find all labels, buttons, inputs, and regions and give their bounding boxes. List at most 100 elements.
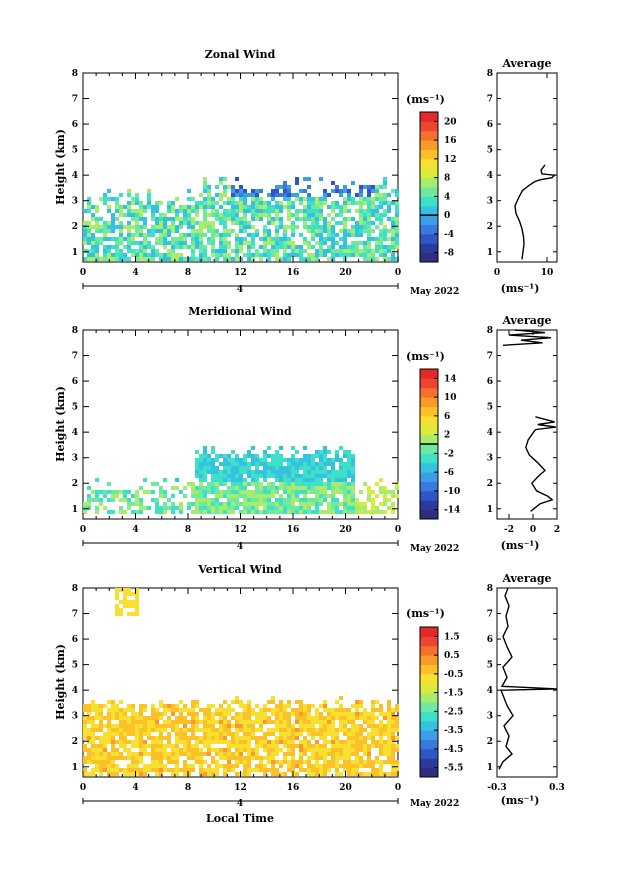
heatmap-cell bbox=[203, 744, 207, 748]
heatmap-cell bbox=[307, 772, 311, 776]
heatmap-cell bbox=[259, 494, 263, 498]
heatmap-cell bbox=[259, 458, 263, 462]
heatmap-cell bbox=[211, 245, 215, 249]
heatmap-cell bbox=[223, 474, 227, 478]
heatmap-cell bbox=[227, 756, 231, 760]
heatmap-cell bbox=[335, 768, 339, 772]
heatmap-cell bbox=[111, 704, 115, 708]
heatmap-cell bbox=[155, 249, 159, 253]
heatmap-cell bbox=[231, 490, 235, 494]
heatmap-cell bbox=[311, 490, 315, 494]
heatmap-cell bbox=[215, 213, 219, 217]
heatmap-cell bbox=[231, 716, 235, 720]
heatmap-cell bbox=[299, 716, 303, 720]
heatmap-cell bbox=[243, 712, 247, 716]
heatmap-cell bbox=[119, 241, 123, 245]
heatmap-cell bbox=[187, 768, 191, 772]
heatmap-cell bbox=[167, 233, 171, 237]
heatmap-cell bbox=[107, 760, 111, 764]
heatmap-cell bbox=[227, 454, 231, 458]
heatmap-cell bbox=[179, 728, 183, 732]
heatmap-cell bbox=[343, 756, 347, 760]
heatmap-cell bbox=[291, 728, 295, 732]
heatmap-cell bbox=[239, 752, 243, 756]
heatmap-cell bbox=[139, 233, 143, 237]
avg-y-tick-label: 7 bbox=[487, 352, 493, 362]
heatmap-cell bbox=[159, 201, 163, 205]
heatmap-cell bbox=[323, 249, 327, 253]
heatmap-cell bbox=[291, 233, 295, 237]
heatmap-cell bbox=[155, 241, 159, 245]
heatmap-cell bbox=[315, 205, 319, 209]
heatmap-cell bbox=[263, 233, 267, 237]
heatmap-cell bbox=[199, 225, 203, 229]
heatmap-cell bbox=[335, 498, 339, 502]
heatmap-cell bbox=[371, 744, 375, 748]
heatmap-cell bbox=[367, 486, 371, 490]
heatmap-cell bbox=[235, 724, 239, 728]
heatmap-cell bbox=[151, 209, 155, 213]
y-tick-label: 8 bbox=[72, 69, 78, 79]
heatmap-cell bbox=[315, 720, 319, 724]
heatmap-cell bbox=[163, 708, 167, 712]
heatmap-cell bbox=[227, 470, 231, 474]
colorbar-segment bbox=[420, 378, 438, 389]
heatmap-cell bbox=[107, 229, 111, 233]
heatmap-cell bbox=[115, 257, 119, 261]
heatmap-cell bbox=[247, 454, 251, 458]
heatmap-cell bbox=[135, 744, 139, 748]
heatmap-cell bbox=[203, 177, 207, 181]
heatmap-cell bbox=[231, 466, 235, 470]
heatmap-cell bbox=[239, 490, 243, 494]
heatmap-cell bbox=[135, 712, 139, 716]
heatmap-cell bbox=[339, 470, 343, 474]
heatmap-cell bbox=[319, 736, 323, 740]
heatmap-cell bbox=[203, 189, 207, 193]
heatmap-cell bbox=[139, 748, 143, 752]
heatmap-cell bbox=[331, 253, 335, 257]
heatmap-cell bbox=[291, 482, 295, 486]
heatmap-cell bbox=[223, 209, 227, 213]
heatmap-cell bbox=[283, 724, 287, 728]
heatmap-cell bbox=[115, 490, 119, 494]
heatmap-cell bbox=[115, 245, 119, 249]
heatmap-cell bbox=[311, 768, 315, 772]
heatmap-cell bbox=[103, 494, 107, 498]
heatmap-cell bbox=[323, 724, 327, 728]
heatmap-cell bbox=[203, 249, 207, 253]
heatmap-cell bbox=[151, 724, 155, 728]
heatmap-cell bbox=[203, 181, 207, 185]
heatmap-cell bbox=[347, 716, 351, 720]
heatmap-cell bbox=[395, 716, 399, 720]
heatmap-cell bbox=[183, 486, 187, 490]
heatmap-cell bbox=[375, 744, 379, 748]
heatmap-cell bbox=[103, 221, 107, 225]
heatmap-cell bbox=[351, 768, 355, 772]
heatmap-cell bbox=[191, 257, 195, 261]
heatmap-cell bbox=[187, 189, 191, 193]
heatmap-cell bbox=[243, 458, 247, 462]
heatmap-cell bbox=[367, 217, 371, 221]
heatmap-cell bbox=[315, 712, 319, 716]
heatmap-cell bbox=[351, 181, 355, 185]
heatmap-cell bbox=[187, 257, 191, 261]
heatmap-cell bbox=[327, 458, 331, 462]
heatmap-cell bbox=[235, 756, 239, 760]
heatmap-cell bbox=[231, 197, 235, 201]
heatmap-cell bbox=[231, 462, 235, 466]
heatmap-cell bbox=[315, 772, 319, 776]
heatmap-cell bbox=[331, 229, 335, 233]
heatmap-cell bbox=[375, 241, 379, 245]
heatmap-cell bbox=[199, 470, 203, 474]
heatmap-cell bbox=[111, 257, 115, 261]
heatmap-cell bbox=[347, 752, 351, 756]
heatmap-cell bbox=[231, 498, 235, 502]
heatmap-cell bbox=[151, 253, 155, 257]
heatmap-cell bbox=[127, 249, 131, 253]
heatmap-cell bbox=[91, 498, 95, 502]
heatmap-cell bbox=[159, 233, 163, 237]
heatmap-cell bbox=[131, 502, 135, 506]
heatmap-cell bbox=[267, 233, 271, 237]
heatmap-cell bbox=[343, 764, 347, 768]
heatmap-cell bbox=[291, 736, 295, 740]
